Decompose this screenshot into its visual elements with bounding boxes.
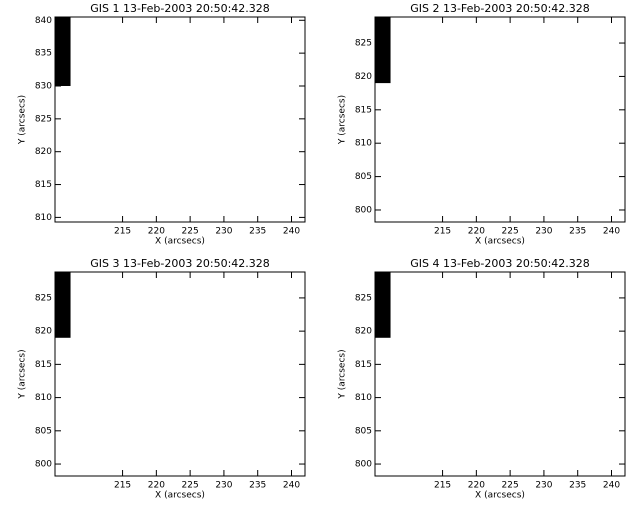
y-tick-label: 810 (35, 213, 52, 223)
x-tick-label: 215 (114, 227, 131, 237)
y-tick-label: 820 (35, 147, 52, 157)
y-tick-label: 820 (355, 72, 372, 82)
y-axis-label: Y (arcsecs) (18, 349, 28, 399)
x-axis-label: X (arcsecs) (155, 491, 205, 501)
x-tick-label: 235 (249, 481, 266, 491)
chart-title: GIS 3 13-Feb-2003 20:50:42.328 (90, 257, 270, 270)
x-axis-label: X (arcsecs) (155, 237, 205, 247)
y-tick-label: 800 (355, 460, 372, 470)
y-tick-label: 805 (355, 172, 372, 182)
y-tick-label: 825 (35, 114, 52, 124)
y-tick-label: 810 (355, 393, 372, 403)
image-region (55, 272, 71, 338)
y-axis-label: Y (arcsecs) (18, 95, 28, 145)
x-tick-label: 230 (215, 481, 232, 491)
x-axis-label: X (arcsecs) (475, 491, 525, 501)
y-axis-label: Y (arcsecs) (338, 95, 348, 145)
x-tick-label: 240 (283, 227, 300, 237)
y-tick-label: 825 (355, 39, 372, 49)
x-tick-label: 230 (215, 227, 232, 237)
x-tick-label: 240 (603, 227, 620, 237)
x-tick-label: 240 (283, 481, 300, 491)
y-tick-label: 815 (355, 360, 372, 370)
y-tick-label: 830 (35, 81, 52, 91)
y-tick-label: 825 (355, 293, 372, 303)
x-tick-label: 215 (434, 481, 451, 491)
plot-frame (374, 271, 626, 477)
image-region (375, 272, 391, 338)
y-tick-label: 815 (355, 105, 372, 115)
image-region (55, 17, 71, 86)
x-tick-label: 240 (603, 481, 620, 491)
x-tick-label: 220 (468, 227, 485, 237)
x-tick-label: 235 (569, 481, 586, 491)
y-tick-label: 805 (35, 426, 52, 436)
chart-title: GIS 4 13-Feb-2003 20:50:42.328 (410, 257, 590, 270)
chart-title: GIS 1 13-Feb-2003 20:50:42.328 (90, 2, 270, 15)
y-tick-label: 815 (35, 360, 52, 370)
x-tick-label: 220 (148, 481, 165, 491)
y-tick-label: 800 (35, 460, 52, 470)
plot-frame (54, 271, 306, 477)
y-tick-label: 810 (355, 139, 372, 149)
y-tick-label: 840 (35, 16, 52, 26)
x-tick-label: 215 (114, 481, 131, 491)
x-tick-label: 225 (182, 481, 199, 491)
x-tick-label: 225 (502, 227, 519, 237)
x-tick-label: 230 (535, 227, 552, 237)
x-tick-label: 235 (569, 227, 586, 237)
y-tick-label: 835 (35, 49, 52, 59)
x-tick-label: 220 (468, 481, 485, 491)
x-tick-label: 215 (434, 227, 451, 237)
y-tick-label: 820 (35, 327, 52, 337)
y-tick-label: 815 (35, 180, 52, 190)
y-tick-label: 800 (355, 205, 372, 215)
image-region (375, 17, 391, 84)
x-tick-label: 235 (249, 227, 266, 237)
x-tick-label: 225 (502, 481, 519, 491)
y-tick-label: 825 (35, 293, 52, 303)
x-axis-label: X (arcsecs) (475, 237, 525, 247)
y-axis-label: Y (arcsecs) (338, 349, 348, 399)
x-tick-label: 225 (182, 227, 199, 237)
y-tick-label: 810 (35, 393, 52, 403)
y-tick-label: 820 (355, 327, 372, 337)
y-tick-label: 805 (355, 426, 372, 436)
plot-frame (54, 16, 306, 223)
plot-frame (374, 16, 626, 223)
x-tick-label: 220 (148, 227, 165, 237)
x-tick-label: 230 (535, 481, 552, 491)
chart-title: GIS 2 13-Feb-2003 20:50:42.328 (410, 2, 590, 15)
